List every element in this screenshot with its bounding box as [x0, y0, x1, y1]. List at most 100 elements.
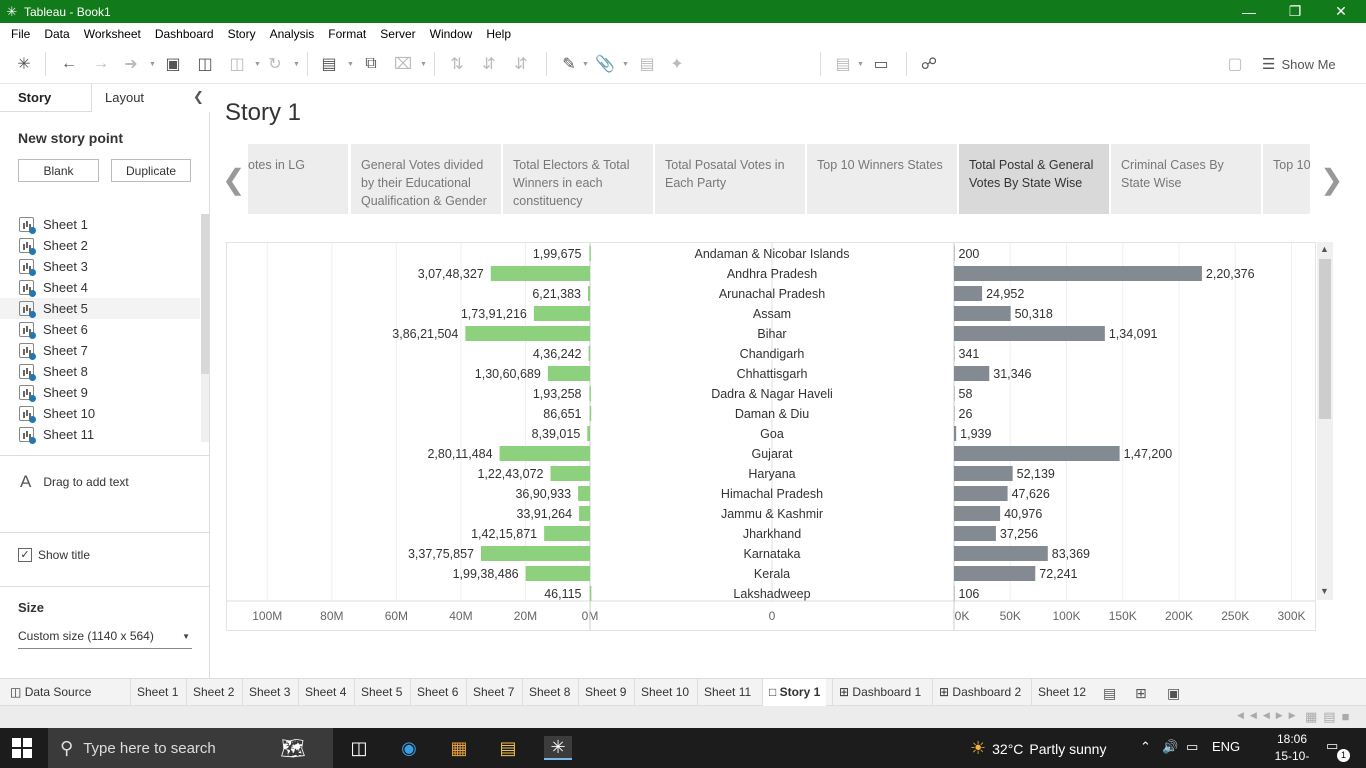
tab-sheet[interactable]: Sheet 9	[578, 679, 632, 706]
sheet-list-item[interactable]: Sheet 2	[0, 235, 200, 256]
sheet-list-item[interactable]: Sheet 5	[0, 298, 200, 319]
story-point-caption[interactable]: Total Electors & Total Winners in each c…	[503, 144, 653, 214]
new-story-tab-icon[interactable]: ▣	[1167, 685, 1181, 701]
redo-icon[interactable]: →	[93, 55, 109, 72]
menu-worksheet[interactable]: Worksheet	[83, 26, 141, 41]
duplicate-sheet-icon[interactable]: ⧉	[365, 55, 377, 72]
tab-sheet[interactable]: Sheet 11	[697, 679, 757, 706]
undo-icon[interactable]: ←	[61, 55, 77, 72]
group-members-icon[interactable]: 📎	[595, 56, 615, 73]
tab-data-source[interactable]: ◫ Data Source	[10, 685, 92, 699]
show-me-button[interactable]: ☰ Show Me	[1262, 56, 1336, 73]
tab-sheet[interactable]: Sheet 7	[466, 679, 520, 706]
scroll-down-icon[interactable]: ▼	[1320, 586, 1329, 596]
new-dashboard-tab-icon[interactable]: ⊞	[1135, 685, 1147, 701]
story-point-caption[interactable]: Total Posatal Votes in Each Party	[655, 144, 805, 214]
sheet-list-scrollbar[interactable]	[201, 214, 209, 442]
sheet-list-item[interactable]: Sheet 3	[0, 256, 200, 277]
sort-descending-icon[interactable]: ⇵	[514, 56, 528, 73]
language-indicator[interactable]: ENG	[1212, 739, 1241, 754]
tab-sheet[interactable]: Sheet 6	[410, 679, 464, 706]
previous-story-point-icon[interactable]: ❮	[222, 164, 246, 195]
taskbar-clock[interactable]: 18:06 15-10-2023	[1274, 732, 1310, 768]
battery-icon[interactable]: ▭	[1186, 739, 1199, 754]
sheet-list-item[interactable]: Sheet 4	[0, 277, 200, 298]
story-point-caption[interactable]: Top 10 Winners States	[807, 144, 957, 214]
presentation-mode-icon[interactable]: ▭	[873, 56, 889, 73]
sort-ascending-icon[interactable]: ⇵	[482, 56, 496, 73]
menu-server[interactable]: Server	[380, 26, 416, 41]
menu-story[interactable]: Story	[227, 26, 256, 41]
next-story-point-icon[interactable]: ❯	[1320, 164, 1344, 195]
pause-updates-icon[interactable]: ◫	[229, 56, 245, 73]
show-cards-icon[interactable]: ▤	[835, 56, 851, 73]
volume-icon[interactable]: 🔊	[1162, 739, 1179, 754]
story-point-caption-active[interactable]: Total Postal & General Votes By State Wi…	[959, 144, 1109, 214]
menu-analysis[interactable]: Analysis	[269, 26, 315, 41]
sheet-list-item[interactable]: Sheet 10	[0, 403, 200, 424]
highlight-icon[interactable]: ✎	[562, 56, 576, 73]
collapse-panel-icon[interactable]: ❮	[193, 89, 204, 104]
share-icon[interactable]: ☍	[920, 56, 938, 73]
new-worksheet-icon[interactable]: ▤	[321, 56, 337, 73]
tab-layout[interactable]: Layout	[91, 84, 210, 112]
tab-sheet[interactable]: Sheet 2	[186, 679, 240, 706]
size-dropdown[interactable]: Custom size (1140 x 564) ▼	[18, 629, 192, 649]
tab-story[interactable]: Story	[18, 90, 52, 105]
tab-dashboard-2[interactable]: ⊞ Dashboard 2	[932, 679, 1027, 706]
tab-sheet[interactable]: Sheet 8	[522, 679, 576, 706]
sheet-list-item[interactable]: Sheet 1	[0, 214, 200, 235]
chart-scrollbar[interactable]: ▲ ▼	[1317, 242, 1333, 600]
restore-button[interactable]: ❐	[1288, 3, 1302, 19]
tab-sheet[interactable]: Sheet 4	[298, 679, 352, 706]
tab-sheet[interactable]: Sheet 5	[354, 679, 408, 706]
tab-navigation-icons[interactable]: ◀◀◀▶▶	[1237, 710, 1302, 720]
clear-sheet-icon[interactable]: ⌧	[393, 56, 413, 73]
menu-dashboard[interactable]: Dashboard	[154, 26, 214, 41]
story-point-caption[interactable]: Top 10 Party V	[1263, 144, 1310, 214]
new-data-source-icon[interactable]: ◫	[197, 56, 213, 73]
menu-data[interactable]: Data	[44, 26, 70, 41]
menu-file[interactable]: File	[11, 26, 31, 41]
tab-sheet[interactable]: Sheet 3	[242, 679, 296, 706]
sheet-list-item[interactable]: Sheet 8	[0, 361, 200, 382]
tab-sheet[interactable]: Sheet 1	[130, 679, 184, 706]
drag-to-add-text[interactable]: A Drag to add text	[20, 472, 129, 491]
windows-start-icon[interactable]	[12, 738, 32, 758]
task-view-icon[interactable]: ◫	[350, 737, 368, 758]
microsoft-store-icon[interactable]: ▦	[450, 737, 468, 758]
view-mode-icons[interactable]: ▦▤■	[1305, 709, 1356, 724]
tableau-taskbar-icon[interactable]: ✳	[544, 736, 572, 760]
refresh-icon[interactable]: ↻	[268, 56, 282, 73]
tab-sheet[interactable]: Sheet 12	[1031, 679, 1092, 706]
new-worksheet-tab-icon[interactable]: ▤	[1103, 685, 1117, 701]
tab-dashboard-1[interactable]: ⊞ Dashboard 1	[832, 679, 927, 706]
show-hidden-icons-icon[interactable]: ⌃	[1140, 739, 1151, 754]
story-point-caption[interactable]: Criminal Cases By State Wise	[1111, 144, 1261, 214]
blank-button[interactable]: Blank	[18, 159, 99, 182]
close-button[interactable]: ✕	[1335, 3, 1347, 19]
tableau-logo-icon[interactable]: ✳	[17, 56, 31, 73]
show-mark-labels-icon[interactable]: ▤	[639, 56, 655, 73]
show-title-checkbox[interactable]: ✓ Show title	[18, 548, 90, 562]
weather-widget[interactable]: ☀ 32°C Partly sunny	[970, 738, 1107, 758]
save-icon[interactable]: ▣	[165, 56, 181, 73]
menu-window[interactable]: Window	[429, 26, 473, 41]
tab-story-1[interactable]: □ Story 1	[762, 679, 827, 706]
sheet-list-item[interactable]: Sheet 7	[0, 340, 200, 361]
duplicate-button[interactable]: Duplicate	[111, 159, 191, 182]
minimize-button[interactable]: —	[1242, 3, 1256, 20]
sheet-list-item[interactable]: Sheet 9	[0, 382, 200, 403]
search-highlight-icon[interactable]: 🗺	[280, 737, 306, 760]
story-point-caption[interactable]: otes in LG	[248, 144, 348, 214]
scroll-up-icon[interactable]: ▲	[1320, 244, 1329, 254]
menu-help[interactable]: Help	[486, 26, 511, 41]
taskbar-search-box[interactable]: ⚲ Type here to search	[48, 728, 333, 768]
fix-axes-icon[interactable]: ✦	[670, 56, 684, 73]
story-point-caption[interactable]: General Votes divided by their Education…	[351, 144, 501, 214]
menu-format[interactable]: Format	[328, 26, 367, 41]
file-explorer-icon[interactable]: ▤	[499, 737, 517, 758]
sheet-list-item[interactable]: Sheet 11	[0, 424, 200, 445]
replay-icon[interactable]: ➜	[124, 56, 138, 73]
butterfly-bar-chart[interactable]: 100M 80M 60M 40M 20M 0M 0K 50K 100K 150K 200K 250K 3…	[226, 242, 1316, 631]
